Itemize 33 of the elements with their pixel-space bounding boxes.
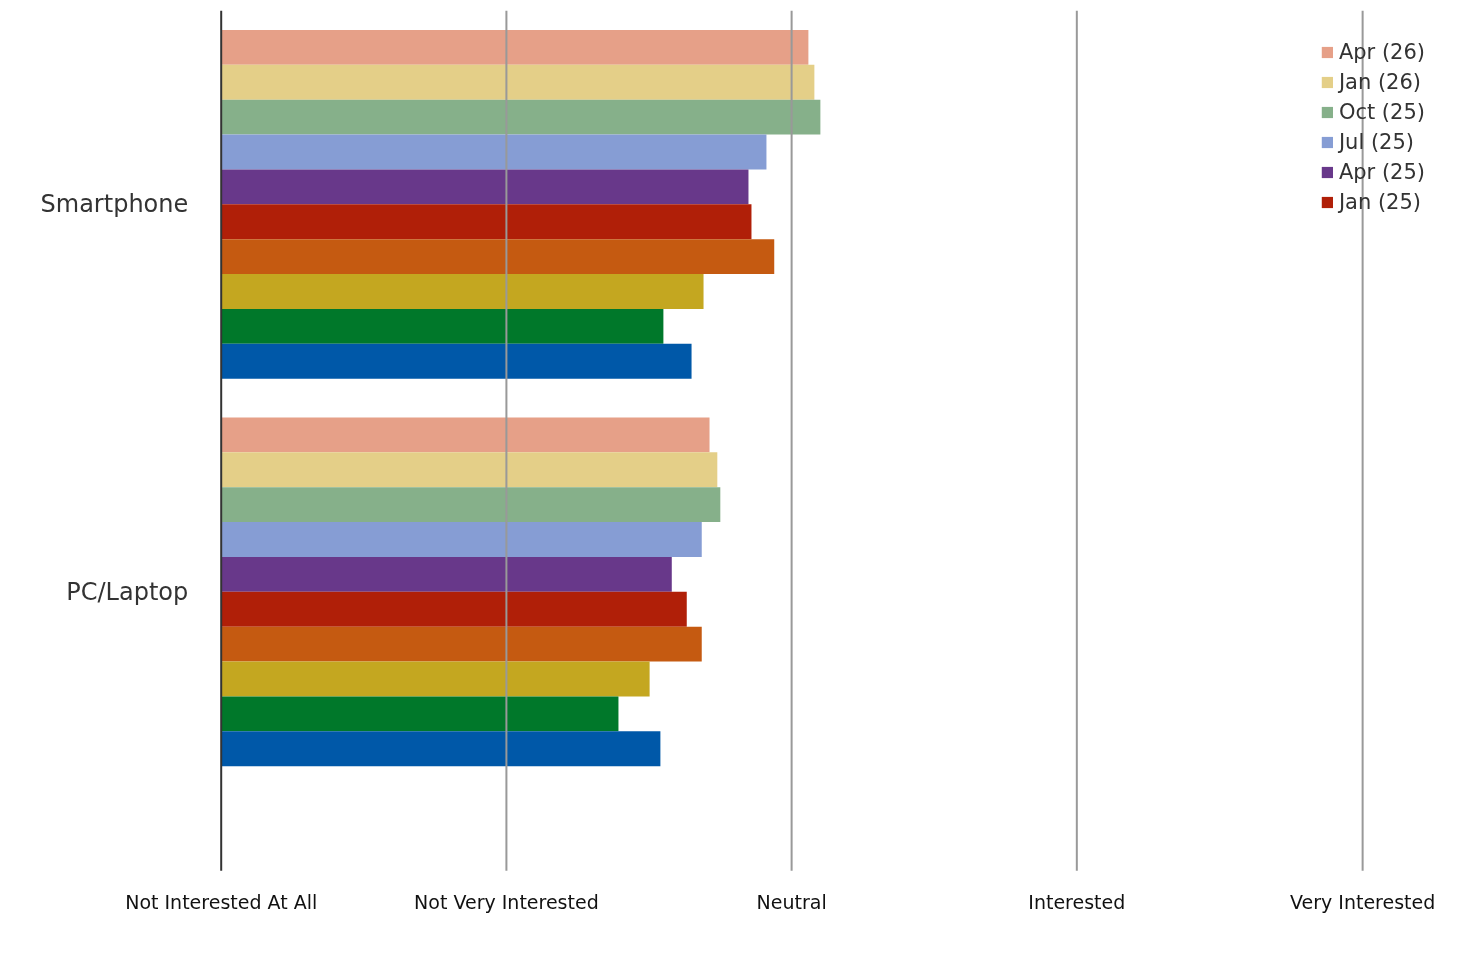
bar: [221, 522, 702, 557]
bar: [221, 487, 721, 522]
bar: [221, 556, 672, 592]
ref-line-label: Not Very Interested: [414, 890, 599, 913]
bar: [221, 239, 775, 274]
bar: [221, 661, 650, 697]
bar: [221, 64, 815, 100]
bar: [221, 134, 767, 170]
legend-label: Oct (25): [1338, 100, 1425, 124]
bar: [221, 452, 718, 488]
ref-line-label: Very Interested: [1289, 890, 1436, 913]
y-tick-label: Smartphone: [40, 190, 189, 219]
bar: [221, 308, 664, 344]
bar: [221, 99, 821, 135]
text: Not Interested At All: [125, 890, 318, 913]
y-tick-label: PC/Laptop: [66, 577, 189, 606]
bar: [221, 626, 702, 662]
legend-label: Jan (26): [1338, 70, 1422, 94]
legend-label: Apr (26): [1338, 40, 1425, 64]
legend-label: Apr (25): [1338, 160, 1425, 184]
ref-line-label: Neutral: [756, 890, 827, 913]
legend-label: Jan (25): [1338, 190, 1422, 214]
bar: [221, 274, 704, 309]
ref-line-label: Interested: [1028, 890, 1126, 913]
legend-label: Jul (25): [1338, 130, 1414, 154]
bar: [221, 731, 661, 767]
bar: [221, 204, 752, 240]
bar: [221, 696, 619, 732]
bar: [221, 169, 749, 205]
bar: [221, 591, 687, 627]
bar: [221, 29, 809, 65]
bar: [221, 417, 710, 453]
bar: [221, 343, 692, 379]
